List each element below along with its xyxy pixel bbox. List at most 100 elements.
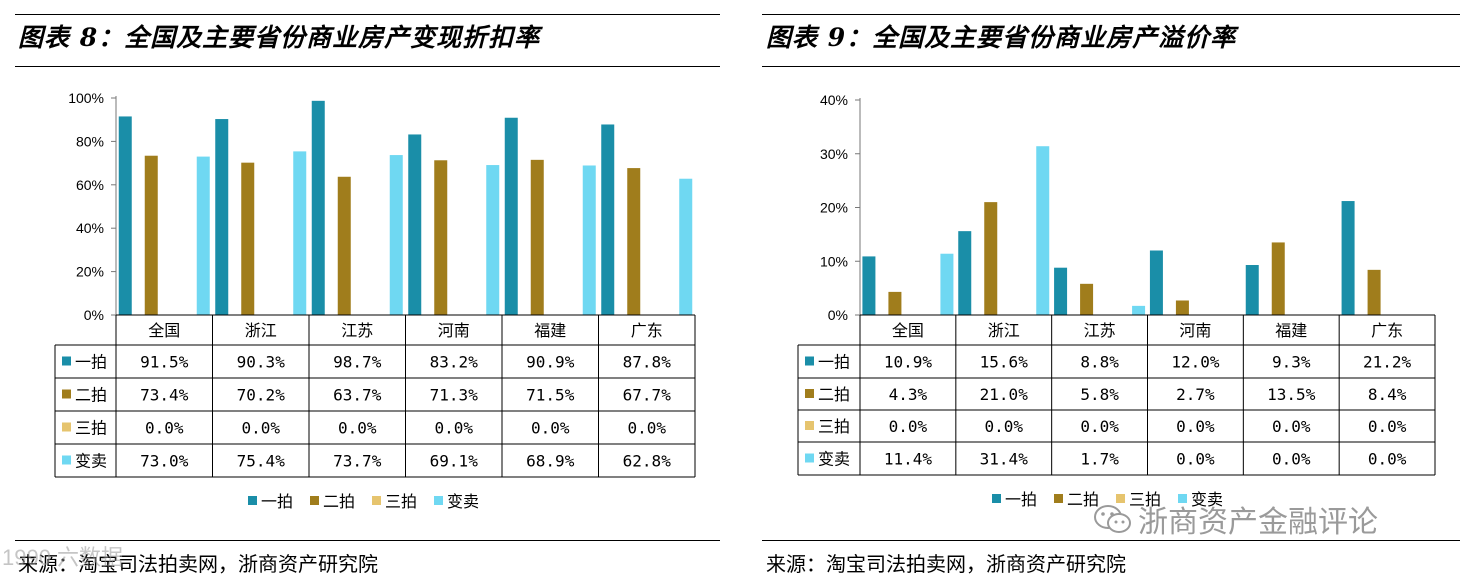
bar xyxy=(984,202,998,315)
data-label: 0.0% xyxy=(338,419,377,438)
bar xyxy=(530,159,544,315)
data-label: 73.4% xyxy=(140,386,189,405)
data-label: 0.0% xyxy=(1368,450,1407,469)
series-name: 变卖 xyxy=(818,450,850,469)
data-label: 8.8% xyxy=(1080,353,1119,372)
category-label: 福建 xyxy=(534,321,566,340)
data-label: 71.3% xyxy=(430,386,479,405)
data-label: 4.3% xyxy=(889,385,928,404)
bar xyxy=(1149,250,1163,315)
data-label: 0.0% xyxy=(627,419,666,438)
bar xyxy=(1245,265,1259,315)
data-label: 0.0% xyxy=(1272,417,1311,436)
bar xyxy=(1036,146,1050,315)
category-label: 全国 xyxy=(892,321,924,340)
series-name: 三拍 xyxy=(75,419,107,438)
data-label: 10.9% xyxy=(884,353,933,372)
bar xyxy=(408,134,422,315)
legend-key xyxy=(62,455,71,465)
bar xyxy=(337,176,351,315)
legend-label: 一拍 xyxy=(261,492,293,511)
legend-swatch xyxy=(1116,494,1125,503)
category-label: 江苏 xyxy=(1084,321,1116,340)
legend-swatch xyxy=(1178,494,1187,503)
legend-key xyxy=(805,453,814,463)
legend-key xyxy=(805,389,814,398)
data-label: 71.5% xyxy=(526,386,575,405)
chart-panel-right: 图表 9：全国及主要省份商业房产溢价率 0% 10% 20% 30% 40% 全国 浙江 江苏… xyxy=(760,0,1469,582)
category-label: 江苏 xyxy=(341,321,373,340)
bar xyxy=(486,165,500,315)
data-label: 87.8% xyxy=(623,353,672,372)
data-label: 69.1% xyxy=(430,452,479,471)
data-label: 67.7% xyxy=(623,386,672,405)
y-tick-label: 10% xyxy=(820,253,848,269)
chart-panel-left: 图表 8：全国及主要省份商业房产变现折扣率 0% 20% 40% 60% 80% 100%… xyxy=(0,0,730,582)
legend-key xyxy=(62,356,71,366)
data-label: 1.7% xyxy=(1080,450,1119,469)
bar xyxy=(311,100,325,315)
legend-label: 变卖 xyxy=(447,492,479,511)
data-label: 73.0% xyxy=(140,452,189,471)
data-label: 0.0% xyxy=(531,419,570,438)
legend-label: 二拍 xyxy=(1067,490,1099,509)
bar xyxy=(627,168,641,315)
legend-label: 三拍 xyxy=(1129,490,1161,509)
chart-title: 图表 9：全国及主要省份商业房产溢价率 xyxy=(766,23,1237,52)
data-label: 0.0% xyxy=(1176,417,1215,436)
bar xyxy=(434,160,448,315)
data-label: 70.2% xyxy=(237,386,286,405)
data-label: 2.7% xyxy=(1176,385,1215,404)
data-label: 0.0% xyxy=(1080,417,1119,436)
series-name: 一拍 xyxy=(75,353,107,372)
legend-key xyxy=(805,421,814,430)
data-label: 21.0% xyxy=(980,385,1029,404)
data-label: 0.0% xyxy=(1368,417,1407,436)
bar xyxy=(582,165,596,315)
y-tick-label: 100% xyxy=(68,90,104,106)
bar xyxy=(241,162,255,315)
bar xyxy=(215,119,229,315)
bar xyxy=(1271,242,1285,315)
y-tick-label: 20% xyxy=(820,200,848,216)
title-rule xyxy=(15,66,720,67)
category-label: 浙江 xyxy=(245,321,277,340)
source-rule xyxy=(15,540,720,541)
bar xyxy=(958,231,972,315)
bar xyxy=(862,256,876,315)
category-label: 浙江 xyxy=(988,321,1020,340)
legend-label: 一拍 xyxy=(1005,490,1037,509)
series-name: 二拍 xyxy=(818,385,850,404)
legend-swatch xyxy=(434,496,443,505)
data-label: 13.5% xyxy=(1267,385,1316,404)
y-tick-label: 60% xyxy=(76,177,104,193)
data-label: 0.0% xyxy=(984,417,1023,436)
source-text: 来源：淘宝司法拍卖网，浙商资产研究院 xyxy=(18,552,378,576)
data-label: 0.0% xyxy=(1176,450,1215,469)
bar xyxy=(118,116,132,315)
legend-swatch xyxy=(372,496,381,505)
data-label: 68.9% xyxy=(526,452,575,471)
bar xyxy=(1341,201,1355,315)
series-name: 一拍 xyxy=(818,353,850,372)
data-label: 9.3% xyxy=(1272,353,1311,372)
y-tick-label: 30% xyxy=(820,146,848,162)
legend-swatch xyxy=(310,496,319,505)
category-label: 全国 xyxy=(148,321,180,340)
bar xyxy=(389,155,403,315)
legend-swatch xyxy=(248,496,257,505)
y-tick-label: 40% xyxy=(76,220,104,236)
data-label: 8.4% xyxy=(1368,385,1407,404)
data-label: 0.0% xyxy=(241,419,280,438)
data-label: 90.9% xyxy=(526,353,575,372)
bar xyxy=(888,291,902,315)
source-rule xyxy=(762,540,1460,541)
legend-key xyxy=(805,356,814,366)
title-rule xyxy=(762,66,1460,67)
y-tick-label: 0% xyxy=(84,307,104,323)
data-label: 83.2% xyxy=(430,353,479,372)
legend-key xyxy=(62,422,71,432)
top-rule xyxy=(15,14,720,15)
legend-swatch xyxy=(992,494,1001,503)
